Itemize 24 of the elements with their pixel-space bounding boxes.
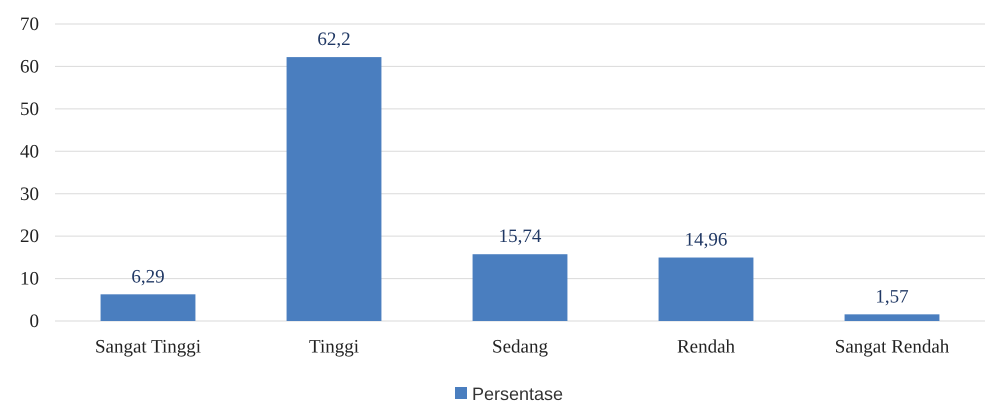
bar bbox=[844, 314, 940, 321]
x-tick-label: Sangat Tinggi bbox=[94, 336, 202, 358]
data-label: 14,96 bbox=[684, 230, 728, 251]
y-tick-label: 50 bbox=[20, 98, 39, 120]
y-tick-label: 10 bbox=[20, 268, 39, 290]
bar bbox=[472, 254, 568, 321]
y-tick-label: 60 bbox=[20, 56, 39, 78]
data-label: 15,74 bbox=[498, 226, 542, 248]
y-tick-label: 40 bbox=[20, 141, 39, 162]
y-tick-label: 70 bbox=[20, 14, 39, 36]
x-tick-label: Rendah bbox=[676, 336, 736, 358]
bar bbox=[286, 57, 382, 321]
x-tick-label: Sangat Rendah bbox=[834, 336, 950, 358]
bar bbox=[658, 258, 754, 321]
data-label: 6,29 bbox=[131, 266, 165, 288]
data-label: 1,57 bbox=[875, 286, 909, 308]
legend-label: Persentase bbox=[472, 384, 564, 404]
bar bbox=[100, 294, 196, 321]
y-tick-label: 30 bbox=[20, 184, 39, 205]
data-label: 62,2 bbox=[317, 29, 351, 50]
x-tick-label: Sedang bbox=[492, 336, 548, 358]
y-tick-label: 20 bbox=[20, 226, 39, 248]
y-tick-label: 0 bbox=[30, 311, 39, 332]
x-tick-label: Tinggi bbox=[309, 336, 359, 358]
